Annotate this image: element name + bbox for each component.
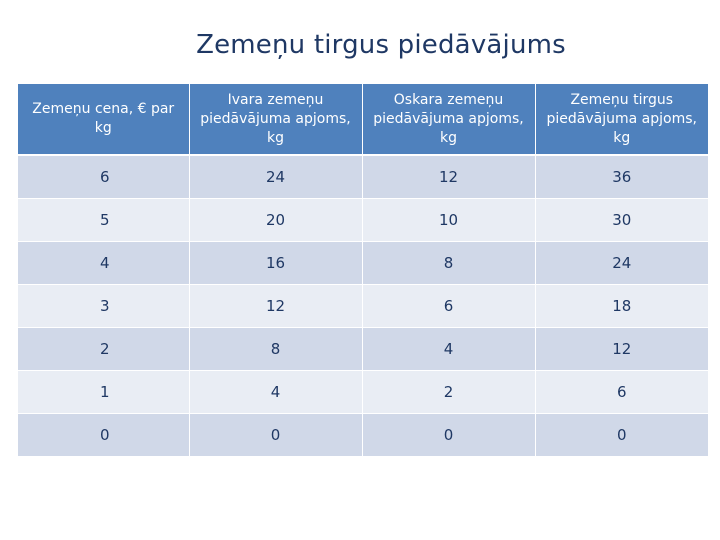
cell-market: 6 [535,370,708,414]
cell-ivars: 24 [189,155,363,199]
cell-price: 6 [18,155,190,199]
cell-ivars: 16 [189,241,363,285]
header-oskars-supply: Oskara zemeņu piedāvājuma apjoms, kg [362,84,536,156]
cell-price: 5 [18,198,190,242]
cell-ivars: 8 [189,327,363,371]
header-price: Zemeņu cena, € par kg [18,84,190,156]
cell-market: 0 [535,413,708,457]
cell-market: 36 [535,155,708,199]
supply-table: Zemeņu cena, € par kg Ivara zemeņu piedā… [18,84,708,457]
cell-ivars: 0 [189,413,363,457]
table-row: 1 4 2 6 [18,370,708,414]
page-title: Zemeņu tirgus piedāvājums [196,30,566,60]
cell-oskars: 6 [362,284,536,328]
table-row: 0 0 0 0 [18,413,708,457]
table-row: 2 8 4 12 [18,327,708,371]
cell-oskars: 0 [362,413,536,457]
cell-price: 4 [18,241,190,285]
cell-ivars: 4 [189,370,363,414]
cell-oskars: 8 [362,241,536,285]
header-ivars-supply: Ivara zemeņu piedāvājuma apjoms, kg [189,84,363,156]
cell-price: 1 [18,370,190,414]
table-row: 3 12 6 18 [18,284,708,328]
cell-ivars: 12 [189,284,363,328]
cell-market: 12 [535,327,708,371]
cell-price: 3 [18,284,190,328]
table-row: 4 16 8 24 [18,241,708,285]
cell-oskars: 4 [362,327,536,371]
cell-oskars: 12 [362,155,536,199]
table-row: 5 20 10 30 [18,198,708,242]
table-row: 6 24 12 36 [18,155,708,199]
cell-ivars: 20 [189,198,363,242]
cell-market: 24 [535,241,708,285]
cell-price: 2 [18,327,190,371]
table-header-row: Zemeņu cena, € par kg Ivara zemeņu piedā… [18,84,708,156]
header-market-supply: Zemeņu tirgus piedāvājuma apjoms, kg [535,84,708,156]
cell-market: 18 [535,284,708,328]
cell-price: 0 [18,413,190,457]
cell-oskars: 2 [362,370,536,414]
cell-oskars: 10 [362,198,536,242]
cell-market: 30 [535,198,708,242]
